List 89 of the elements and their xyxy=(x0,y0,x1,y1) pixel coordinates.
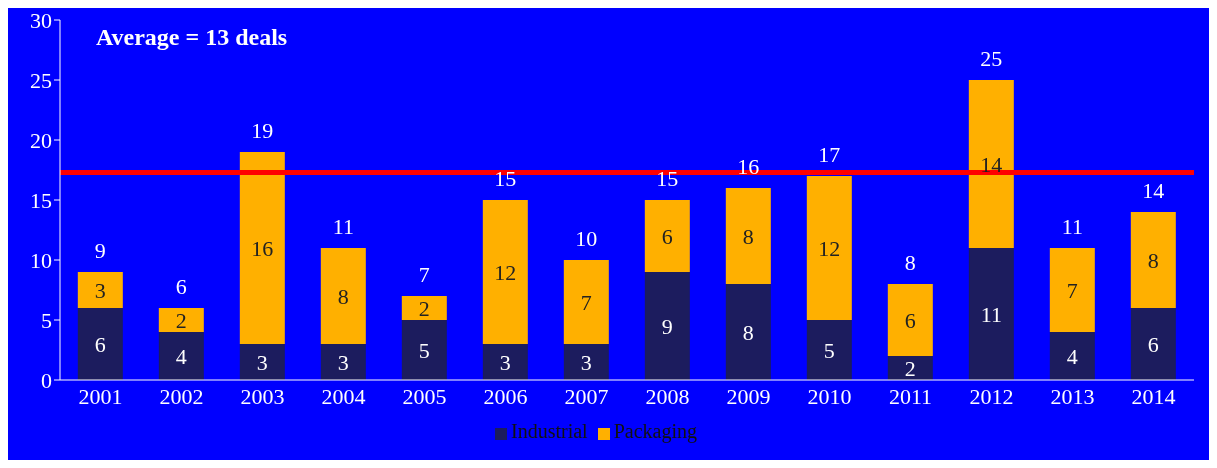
bar xyxy=(725,284,771,380)
data-label: 8 xyxy=(337,283,349,309)
data-label: 6 xyxy=(661,223,673,249)
bar xyxy=(320,248,366,344)
legend-label: Industrial xyxy=(511,420,588,442)
data-label: 5 xyxy=(418,337,430,363)
y-tick-label: 5 xyxy=(41,307,52,333)
annotation: Average = 13 deals xyxy=(96,24,288,51)
bar xyxy=(1049,332,1095,380)
data-label: 2 xyxy=(175,307,187,333)
data-label: 12 xyxy=(494,259,517,285)
total-label: 10 xyxy=(575,226,598,251)
legend-label: Packaging xyxy=(613,420,697,442)
bar xyxy=(887,284,933,356)
x-tick-label: 2002 xyxy=(159,383,204,409)
data-label: 2 xyxy=(904,355,916,381)
total-label: 25 xyxy=(980,46,1003,71)
bar xyxy=(158,308,204,332)
y-tick-label: 30 xyxy=(30,7,52,33)
total-label: 11 xyxy=(1061,214,1083,239)
data-label: 11 xyxy=(980,301,1002,327)
data-label: 6 xyxy=(94,331,106,357)
bar xyxy=(644,200,690,272)
bar xyxy=(725,188,771,284)
total-label: 19 xyxy=(251,118,274,143)
data-label: 9 xyxy=(661,313,673,339)
y-tick-label: 15 xyxy=(30,187,52,213)
x-tick-label: 2012 xyxy=(969,383,1014,409)
bar xyxy=(806,176,852,320)
bar xyxy=(158,332,204,380)
x-tick-label: 2003 xyxy=(240,383,285,409)
y-tick-label: 25 xyxy=(30,67,52,93)
y-tick-label: 20 xyxy=(30,127,52,153)
bar xyxy=(77,308,123,380)
bar xyxy=(239,344,285,380)
y-tick-label: 10 xyxy=(30,247,52,273)
bar xyxy=(239,152,285,344)
data-label: 7 xyxy=(1066,277,1078,303)
x-tick-label: 2004 xyxy=(321,383,366,409)
bar xyxy=(1130,212,1176,308)
x-tick-label: 2001 xyxy=(78,383,123,409)
bar xyxy=(1049,248,1095,332)
bar xyxy=(482,200,528,344)
data-label: 8 xyxy=(742,223,754,249)
x-tick-label: 2011 xyxy=(888,383,933,409)
total-label: 11 xyxy=(332,214,354,239)
data-label: 6 xyxy=(904,307,916,333)
total-label: 7 xyxy=(418,262,430,287)
data-label: 4 xyxy=(175,343,187,369)
x-tick-label: 2009 xyxy=(726,383,771,409)
x-tick-label: 2006 xyxy=(483,383,528,409)
bar xyxy=(77,272,123,308)
x-tick-label: 2013 xyxy=(1050,383,1095,409)
data-label: 2 xyxy=(418,295,430,321)
bar xyxy=(1130,308,1176,380)
data-label: 8 xyxy=(1147,247,1159,273)
data-label: 5 xyxy=(823,337,835,363)
data-label: 3 xyxy=(499,349,511,375)
x-tick-label: 2014 xyxy=(1131,383,1176,409)
bar xyxy=(401,296,447,320)
bar xyxy=(968,248,1014,380)
data-label: 3 xyxy=(94,277,106,303)
total-label: 17 xyxy=(818,142,841,167)
data-label: 4 xyxy=(1066,343,1078,369)
data-label: 12 xyxy=(818,235,841,261)
x-tick-label: 2007 xyxy=(564,383,609,409)
bar xyxy=(563,260,609,344)
total-label: 6 xyxy=(175,274,187,299)
data-label: 16 xyxy=(251,235,274,261)
total-label: 9 xyxy=(94,238,106,263)
x-tick-label: 2010 xyxy=(807,383,852,409)
x-tick-label: 2008 xyxy=(645,383,690,409)
total-label: 14 xyxy=(1142,178,1165,203)
bar xyxy=(644,272,690,380)
data-label: 6 xyxy=(1147,331,1159,357)
data-label: 7 xyxy=(580,289,592,315)
data-label: 3 xyxy=(256,349,268,375)
bar xyxy=(563,344,609,380)
data-label: 3 xyxy=(580,349,592,375)
data-label: 8 xyxy=(742,319,754,345)
bar xyxy=(968,80,1014,248)
x-tick-label: 2005 xyxy=(402,383,447,409)
bar xyxy=(482,344,528,380)
bar xyxy=(320,344,366,380)
bar xyxy=(401,320,447,380)
bar xyxy=(806,320,852,380)
data-label: 3 xyxy=(337,349,349,375)
y-tick-label: 0 xyxy=(41,367,52,393)
total-label: 8 xyxy=(904,250,916,275)
